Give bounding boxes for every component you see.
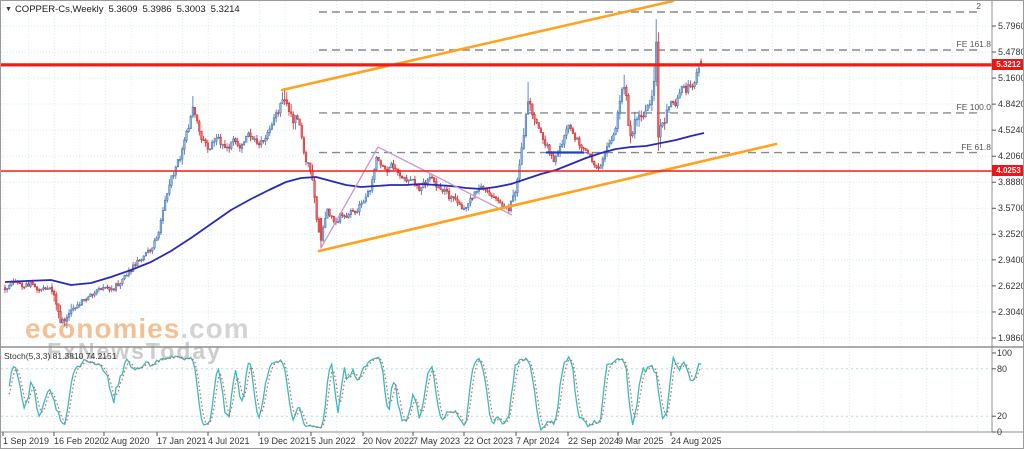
price-axis-label: 2.9400 [998, 254, 1024, 265]
price-tag-5-3212: 5.3212 [992, 59, 1023, 70]
ohlc-open: 5.3609 [108, 4, 138, 15]
watermark-brand-name: economies [25, 313, 181, 344]
ohlc-high: 5.3986 [142, 4, 172, 15]
stoch-axis-label: 100 [997, 348, 1013, 358]
date-axis-label: 7 May 2023 [413, 436, 461, 446]
stoch-axis-label: 0 [997, 427, 1003, 437]
date-axis-label: 24 Aug 2025 [671, 436, 722, 446]
date-axis-label: 17 Jan 2021 [157, 436, 207, 446]
symbol-name: COPPER-Cs,Weekly [14, 4, 104, 15]
price-axis-label: 4.5240 [998, 125, 1024, 136]
date-axis-label: 22 Sep 2024 [568, 436, 620, 446]
price-tag-4-0253: 4.0253 [992, 165, 1023, 176]
price-axis-label: 4.2060 [998, 151, 1024, 162]
date-axis-label: 19 Dec 2021 [259, 436, 311, 446]
fib-level-label-161: FE 161.8 [956, 39, 992, 49]
ohlc-low: 5.3003 [176, 4, 206, 15]
symbol-dropdown-icon[interactable]: ▼ [5, 6, 12, 13]
price-axis-label: 2.3040 [998, 306, 1024, 317]
price-axis-label: 3.8880 [998, 177, 1024, 188]
price-axis-label: 5.7960 [998, 21, 1024, 31]
fib-level-label-100: FE 100.0 [956, 102, 992, 112]
date-axis-label: 5 Jun 2022 [311, 436, 356, 446]
date-axis-label: 20 Nov 2022 [363, 436, 415, 446]
price-axis-label: 2.6220 [998, 280, 1024, 291]
fib-level-label-200: 2 [976, 1, 981, 11]
fib-level-label-61: FE 61.8 [961, 142, 991, 152]
date-axis-label: 2 Aug 2020 [104, 436, 150, 446]
ohlc-close: 5.3214 [210, 4, 240, 15]
date-axis-label: 4 Jul 2021 [208, 436, 250, 446]
date-axis-label: 1 Sep 2019 [3, 436, 50, 446]
date-axis-label: 9 Mar 2025 [618, 436, 664, 446]
stoch-axis-label: 20 [997, 411, 1008, 422]
price-axis-label: 3.2520 [998, 229, 1024, 240]
price-axis-label: 5.1600 [998, 73, 1024, 84]
price-axis-label: 3.5700 [998, 203, 1024, 214]
stochastic-indicator-label: Stoch(5,3,3) 81.3810 74.2151 [4, 351, 117, 361]
date-axis-label: 16 Feb 2020 [54, 436, 105, 446]
price-axis-label: 4.8420 [998, 99, 1024, 110]
watermark-brand: economies.com [25, 315, 250, 343]
date-axis-label: 7 Apr 2024 [516, 436, 560, 446]
price-axis-label: 5.4780 [998, 47, 1024, 58]
stoch-axis-label: 80 [997, 363, 1008, 374]
price-axis-label: 1.9860 [998, 333, 1024, 343]
date-axis-label: 22 Oct 2023 [464, 436, 514, 446]
symbol-ohlc-readout: ▼ COPPER-Cs,Weekly 5.3609 5.3986 5.3003 5.321… [5, 4, 240, 15]
